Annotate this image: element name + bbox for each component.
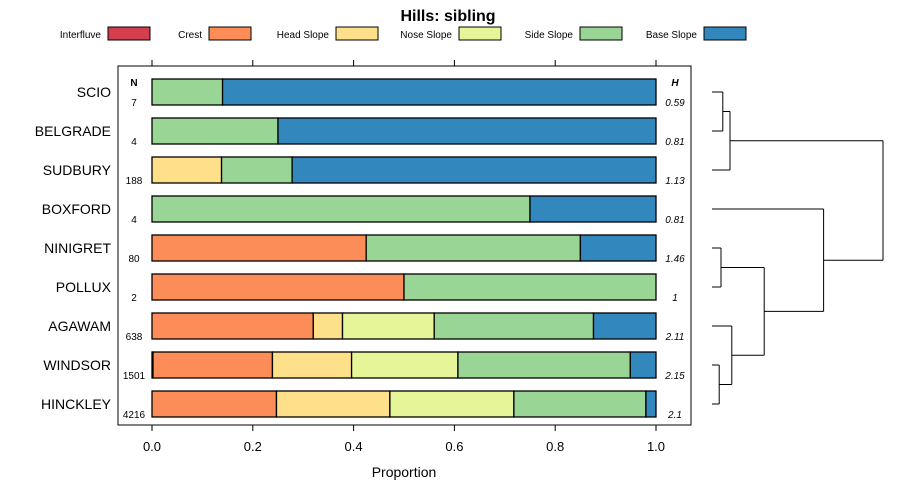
bar-segment <box>312 312 344 340</box>
bar-segment <box>365 234 582 262</box>
bar-segment <box>629 351 657 379</box>
legend: Interfluve Crest Head Slope Nose Slope Side … <box>60 26 747 41</box>
bar-segment <box>389 390 515 418</box>
row-label: BELGRADE <box>35 123 111 139</box>
n-value: 638 <box>126 332 143 343</box>
bar-segment <box>152 351 274 379</box>
bar-segment <box>151 78 224 106</box>
bar-segment <box>592 312 657 340</box>
bar-segment <box>291 156 657 184</box>
bar-segment <box>457 351 631 379</box>
bar-rows: SCIO 7 0.59 BELGRADE 4 0.81 SUDBURY 188 1.13 BOXF… <box>35 78 685 421</box>
x-tick-label: 0.0 <box>143 439 161 454</box>
x-axis: 0.0 0.2 0.4 0.6 0.8 1.0 <box>143 60 665 454</box>
h-value: 2.1 <box>667 410 682 421</box>
x-tick-label: 0.2 <box>244 439 262 454</box>
bar-segment <box>433 312 595 340</box>
n-value: 80 <box>128 254 140 265</box>
row-label: NINIGRET <box>44 240 111 256</box>
n-value: 188 <box>126 176 143 187</box>
x-tick-label: 0.6 <box>445 439 463 454</box>
bar-segment <box>151 195 531 223</box>
h-value: 1.13 <box>665 176 685 187</box>
h-value: 0.81 <box>665 137 684 148</box>
legend-label: Head Slope <box>277 30 330 41</box>
legend-label: Side Slope <box>525 30 574 41</box>
bar-segment <box>403 273 657 301</box>
n-column-header: N <box>130 78 137 89</box>
legend-swatch <box>107 26 151 41</box>
legend-swatch <box>579 26 623 41</box>
bar-segment <box>513 390 647 418</box>
h-value: 2.15 <box>664 371 685 382</box>
h-value: 1.46 <box>665 254 685 265</box>
dendrogram <box>712 91 884 405</box>
row-label: SUDBURY <box>43 162 112 178</box>
bar-segment <box>529 195 657 223</box>
x-tick-label: 0.4 <box>345 439 363 454</box>
h-value: 0.59 <box>665 98 685 109</box>
h-value: 0.81 <box>665 215 684 226</box>
legend-label: Interfluve <box>60 30 102 41</box>
bar-segment <box>350 351 459 379</box>
row-label: AGAWAM <box>48 318 111 334</box>
x-tick-label: 1.0 <box>647 439 665 454</box>
bar-segment <box>151 234 367 262</box>
n-value: 4 <box>131 215 137 226</box>
bar-segment <box>221 78 657 106</box>
n-value: 2 <box>131 293 137 304</box>
bar-segment <box>151 273 405 301</box>
h-value: 2.11 <box>665 332 685 343</box>
h-column-header: H <box>671 78 679 89</box>
row-label: WINDSOR <box>43 357 111 373</box>
bar-segment <box>151 117 279 145</box>
bar-segment <box>151 156 223 184</box>
row-label: SCIO <box>77 84 111 100</box>
legend-label: Crest <box>178 30 202 41</box>
bar-segment <box>275 390 391 418</box>
row-label: POLLUX <box>56 279 112 295</box>
h-value: 1 <box>672 293 678 304</box>
n-value: 4 <box>131 137 137 148</box>
plot-frame <box>117 65 692 426</box>
n-value: 7 <box>131 98 137 109</box>
bar-segment <box>277 117 657 145</box>
row-label: HINCKLEY <box>41 396 112 412</box>
legend-swatch <box>703 26 747 41</box>
legend-swatch <box>458 26 502 41</box>
bar-segment <box>579 234 657 262</box>
x-axis-title: Proportion <box>372 464 437 480</box>
chart-title: Hills: sibling <box>400 8 495 25</box>
legend-label: Base Slope <box>646 30 698 41</box>
bar-segment <box>645 390 657 418</box>
x-tick-label: 0.8 <box>546 439 564 454</box>
row-label: BOXFORD <box>42 201 111 217</box>
legend-swatch <box>208 26 252 41</box>
n-value: 4216 <box>123 410 146 421</box>
bar-segment <box>151 390 278 418</box>
bar-segment <box>271 351 353 379</box>
bar-segment <box>151 312 314 340</box>
bar-segment <box>341 312 435 340</box>
legend-swatch <box>335 26 379 41</box>
legend-label: Nose Slope <box>400 30 452 41</box>
n-value: 1501 <box>123 371 146 382</box>
bar-segment <box>220 156 293 184</box>
